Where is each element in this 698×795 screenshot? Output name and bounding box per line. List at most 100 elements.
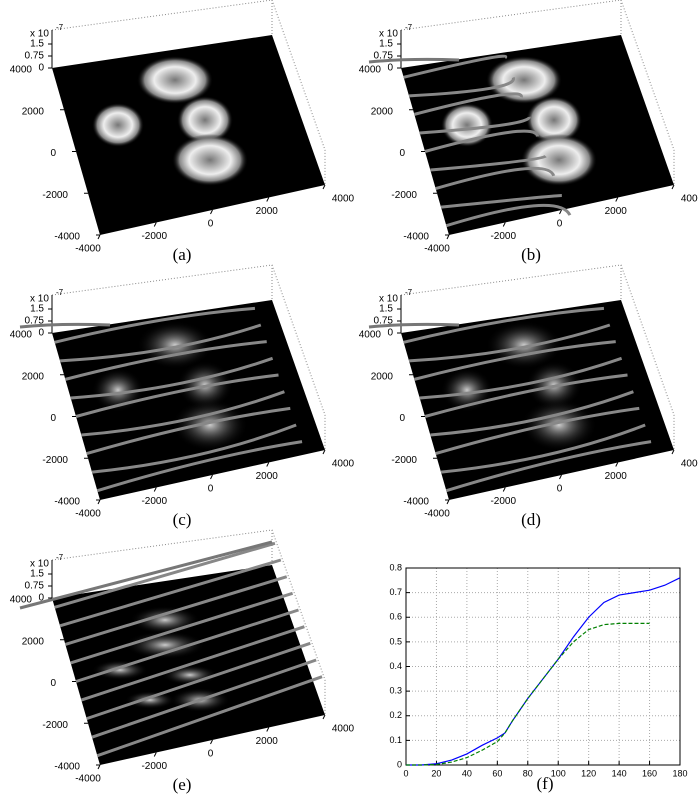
y-tick-label: 0	[399, 148, 405, 159]
y-tick-label: 4000	[10, 65, 33, 76]
x-tick-label: 4000	[332, 194, 355, 205]
x-tick-label: 2000	[605, 471, 628, 482]
x-tick	[153, 487, 157, 492]
y-tick-label: -4000	[54, 232, 80, 243]
trajectory	[70, 356, 274, 400]
z-tick-label: 0	[38, 63, 44, 74]
z-scale: x 10	[30, 29, 49, 40]
x-tick	[615, 462, 619, 467]
trajectory	[440, 423, 646, 474]
y-tick-label: 0.7	[389, 587, 402, 597]
trajectory	[59, 323, 262, 363]
trajectory	[75, 608, 299, 683]
z-scale: x 10	[379, 29, 398, 40]
z-scale: x 10	[30, 559, 49, 570]
x-tick	[266, 197, 270, 202]
x-tick	[615, 197, 619, 202]
plot-frame	[405, 567, 681, 766]
z-tick-label: 0.75	[374, 316, 394, 327]
panel: -4000-2000020004000-4000-200002000400000…	[359, 264, 698, 529]
y-tick-label: 0	[50, 148, 56, 159]
panel: 0 0.1 0.2 0.3 0.4 0.5 0.6 0.7 0.8 0 20 40 60 80 100 120…	[389, 562, 687, 793]
trajectory	[54, 306, 256, 344]
x-tick-label: -2000	[490, 496, 516, 507]
z-tick-label: 0	[38, 328, 44, 339]
z-tick-label: 0.75	[374, 51, 394, 62]
z-tick-label: 1.5	[379, 39, 393, 50]
blob	[521, 134, 597, 186]
x-tick	[446, 234, 450, 240]
x-tick	[559, 209, 562, 215]
peak	[172, 399, 248, 451]
x-tick-label: -4000	[75, 244, 101, 255]
trajectory	[96, 440, 303, 493]
series-line	[406, 577, 681, 766]
y-tick-label: 0	[399, 413, 405, 424]
trajectory	[80, 625, 305, 702]
trajectory	[419, 356, 623, 400]
x-tick	[502, 222, 506, 227]
box-edge	[51, 529, 326, 715]
x-tick-label: 2000	[605, 206, 628, 217]
panel: -4000-2000020004000-4000-200002000400000…	[10, 264, 355, 529]
x-tick	[97, 764, 101, 770]
x-tick-label: 0	[403, 768, 408, 778]
x-tick-label: 120	[581, 768, 596, 778]
y-tick-label: 4000	[10, 330, 33, 341]
y-tick-label: -4000	[54, 762, 80, 773]
x-tick	[97, 234, 101, 240]
x-tick	[446, 499, 450, 505]
y-tick-label: -2000	[391, 190, 417, 201]
caption: (f)	[537, 774, 554, 793]
peak	[125, 691, 175, 709]
x-tick	[266, 727, 270, 732]
z-tick-label: 0.75	[25, 581, 45, 592]
x-tick	[266, 462, 270, 467]
box-edge	[51, 264, 326, 450]
caption: (e)	[173, 775, 192, 794]
panel: -4000-2000020004000-4000-200002000400000…	[10, 0, 355, 264]
y-tick-label: 0.4	[389, 661, 402, 671]
x-tick-label: 80	[523, 768, 533, 778]
caption: (b)	[521, 245, 541, 264]
x-tick-label: -4000	[75, 509, 101, 520]
y-tick-label: 0.1	[389, 735, 402, 745]
z-scale-exponent: -7	[405, 23, 413, 32]
series-line	[406, 622, 650, 766]
x-tick-label: 4000	[332, 724, 355, 735]
blob	[526, 96, 582, 144]
x-tick-label: 4000	[681, 459, 698, 470]
trajectory	[419, 116, 531, 135]
blob	[92, 103, 144, 147]
x-tick-label: 180	[672, 768, 687, 778]
x-tick-label: -2000	[141, 761, 167, 772]
trajectory	[86, 406, 291, 456]
peak	[521, 399, 597, 451]
trajectory	[445, 203, 572, 228]
y-tick-label: 2000	[371, 106, 394, 117]
x-tick-label: 60	[492, 768, 502, 778]
z-tick-label: 1.5	[379, 304, 393, 315]
blob	[177, 96, 233, 144]
x-tick-label: -4000	[424, 244, 450, 255]
x-tick	[153, 752, 157, 757]
z-tick-label: 0	[387, 63, 393, 74]
z-scale: x 10	[30, 294, 49, 305]
box-edge	[51, 0, 326, 185]
x-tick	[671, 449, 675, 455]
z-tick-label: 0.75	[25, 51, 45, 62]
x-tick	[322, 184, 326, 190]
panel: -4000-2000020004000-4000-200002000400000…	[10, 529, 355, 794]
trajectory	[86, 641, 311, 721]
y-tick-label: 0	[50, 678, 56, 689]
y-tick-label: 0.6	[389, 612, 402, 622]
peak	[92, 660, 148, 680]
caption: (d)	[521, 510, 541, 529]
x-tick-label: 0	[208, 219, 214, 230]
z-tick-label: 1.5	[30, 39, 44, 50]
caption: (c)	[173, 510, 192, 529]
trajectory	[91, 423, 297, 474]
y-tick-label: 2000	[22, 371, 45, 382]
panel: -4000-2000020004000-4000-200002000400000…	[359, 0, 698, 264]
